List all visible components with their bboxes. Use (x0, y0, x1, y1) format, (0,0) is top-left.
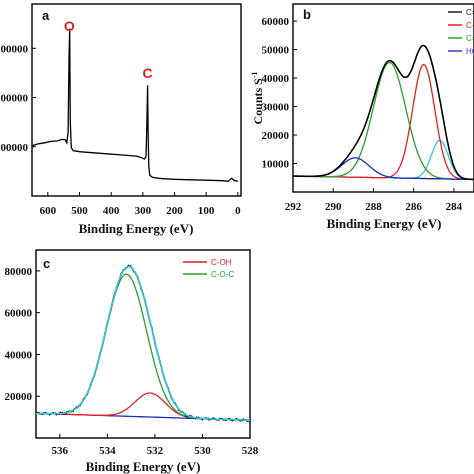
y-tick-label: 50000 (262, 45, 290, 57)
panel-label-c: c (43, 256, 50, 271)
x-tick-label: 292 (285, 201, 302, 213)
x-tick-labels: 536 534 532 530 528 (52, 434, 259, 457)
legend-label: C- (466, 21, 474, 30)
peak-label: C (143, 65, 153, 81)
x-tick-label: 200 (166, 205, 183, 217)
legend-label: C= (466, 34, 474, 43)
x-tick-labels: 292 290 288 286 284 (285, 188, 463, 213)
c1s-marks (293, 44, 474, 181)
component-c-o (293, 63, 474, 181)
x-tick-label: 0 (235, 205, 241, 217)
plot-frame (31, 3, 242, 197)
y-tick-label: 00000 (1, 93, 29, 105)
x-tick-label: 528 (242, 445, 259, 457)
y-tick-label: 20000 (262, 130, 290, 142)
x-tick-label: 100 (198, 205, 215, 217)
x-axis-title: Binding Energy (eV) (79, 221, 194, 236)
legend-label: C-O-C (211, 270, 234, 279)
y-tick-label: 80000 (5, 266, 33, 278)
y-tick-label: 00000 (1, 43, 29, 55)
y-axis-title: Counts S-1 (250, 71, 265, 124)
component-c-o (293, 61, 474, 181)
y-tick-labels: 10000 20000 30000 40000 50000 60000 (262, 16, 297, 171)
y-axis-title-superscript: -1 (250, 71, 259, 78)
y-axis-title-main: Counts S (251, 78, 265, 125)
plot-frame (292, 3, 474, 193)
x-tick-label: 284 (446, 201, 463, 213)
plot-frame (35, 249, 251, 439)
y-tick-label: 60000 (262, 16, 290, 28)
legend-label: HO (466, 47, 474, 56)
survey-line (31, 28, 238, 182)
c1s-spectrum-panel: 292 290 288 286 284 10000 20000 30000 40000 5000… (250, 3, 474, 231)
legend-label: C-OH (211, 258, 232, 267)
x-tick-label: 530 (194, 445, 211, 457)
x-tick-label: 400 (103, 205, 120, 217)
y-tick-label: 20000 (5, 391, 33, 403)
x-tick-labels: 600 500 400 300 200 100 0 (40, 192, 241, 217)
raw-data-line (36, 264, 250, 423)
x-tick-label: 300 (135, 205, 152, 217)
x-tick-label: 536 (52, 445, 69, 457)
y-tick-labels: 20000 40000 60000 80000 (5, 266, 40, 403)
legend-label: C= (466, 8, 474, 17)
y-tick-label: 60000 (5, 308, 33, 320)
x-tick-label: 286 (405, 201, 422, 213)
legend: C-OH C-O-C (183, 258, 234, 279)
x-tick-label: 288 (365, 201, 382, 213)
x-tick-label: 534 (99, 445, 116, 457)
x-axis-title: Binding Energy (eV) (86, 459, 201, 474)
peak-label: O (64, 18, 75, 34)
survey-marks (31, 28, 238, 182)
o1s-spectrum-panel: 536 534 532 530 528 20000 40000 60000 80000 C-O… (5, 249, 259, 474)
peak-annotations: OC (64, 18, 153, 81)
x-axis-title: Binding Energy (eV) (327, 216, 442, 231)
y-tick-label: 10000 (262, 159, 290, 171)
envelope-line (36, 265, 250, 421)
x-tick-label: 600 (40, 205, 57, 217)
panel-label-a: a (42, 8, 50, 23)
component-c-oh (36, 392, 250, 421)
y-tick-label: 00000 (1, 142, 29, 154)
y-tick-labels: 00000 00000 00000 (1, 43, 36, 154)
x-tick-label: 500 (71, 205, 88, 217)
x-tick-label: 532 (147, 445, 164, 457)
y-tick-label: 40000 (262, 73, 290, 85)
y-tick-label: 30000 (262, 102, 290, 114)
o1s-marks (36, 264, 250, 423)
component-c-c (293, 139, 474, 181)
x-tick-label: 290 (325, 201, 342, 213)
y-tick-label: 40000 (5, 349, 33, 361)
panel-label-b: b (303, 7, 311, 22)
envelope-line (293, 44, 474, 181)
legend: C= C- C= HO (448, 8, 474, 56)
